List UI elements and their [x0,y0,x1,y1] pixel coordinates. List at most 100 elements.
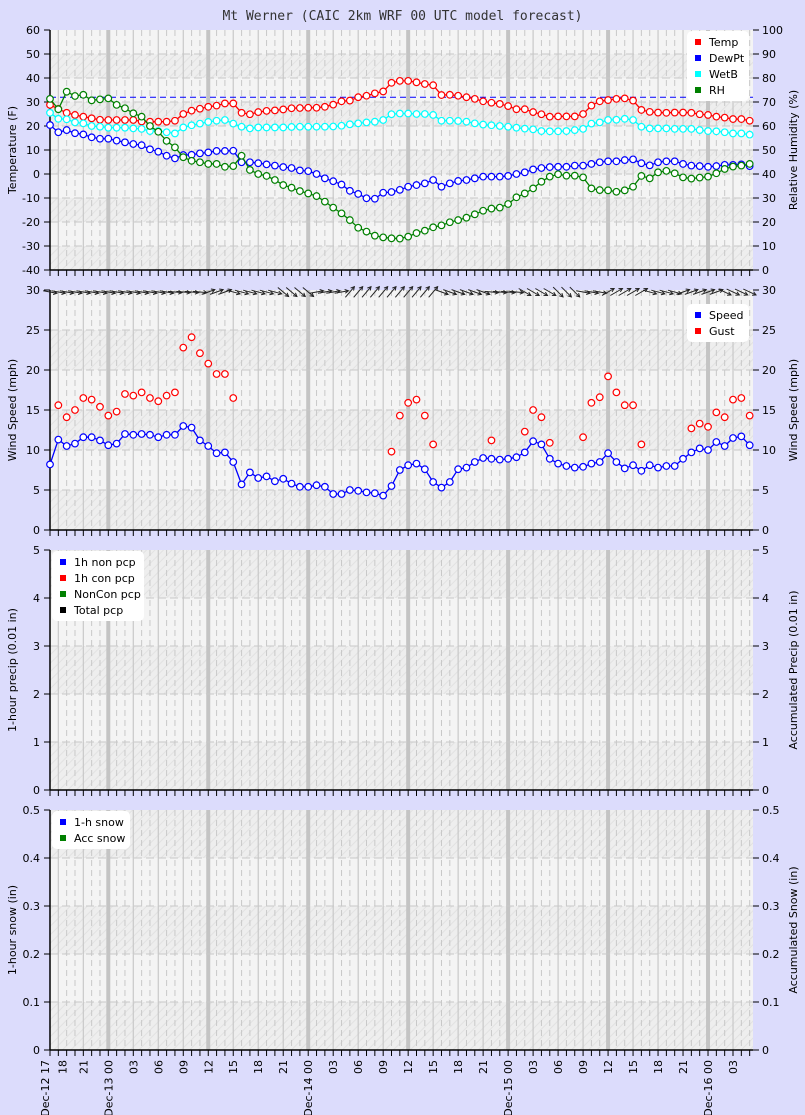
wind-arrow [251,289,266,295]
data-point-dewpt [270,161,279,170]
data-point-dewpt [554,162,562,171]
wind-arrow-head [277,290,283,296]
y-axis-label: 1-hour precip (0.01 in) [6,608,19,732]
wind-arrow-head [559,292,564,298]
grid-band [50,550,753,598]
wind-arrow [68,290,82,294]
data-point-rh [320,197,329,206]
data-point-temp [187,106,196,115]
data-point-dewpt [304,167,313,176]
data-point-wetb [62,115,71,124]
wind-arrow [451,289,465,295]
data-point-speed [670,462,679,470]
wind-arrow [151,290,166,294]
data-point-wetb [287,123,296,131]
data-point-wetb [495,122,504,130]
data-point-speed [246,468,254,477]
data-point-rh [354,223,363,232]
data-point-speed [71,439,79,448]
data-point-temp [737,115,746,123]
data-point-dewpt [279,163,288,171]
wind-arrow [334,290,349,294]
legend-label: 1h con pcp [74,572,135,585]
data-point-temp [745,116,754,125]
y-tick-label-right: 0.5 [762,804,780,817]
legend-swatch [60,835,66,841]
data-point-temp [412,78,421,87]
data-point-dewpt [87,133,96,142]
data-point-speed [470,458,479,466]
data-point-rh [720,165,729,173]
data-point-dewpt [687,161,696,170]
y-tick-label-right: 80 [762,72,776,85]
wind-arrow [676,289,690,295]
data-point-speed [479,454,488,462]
grid-band [50,1002,753,1050]
data-point-wetb [270,123,279,132]
data-point-temp [520,105,529,114]
data-point-dewpt [154,147,163,156]
data-point-speed [587,459,596,468]
panel-1: -40 0 -30 10 -20 20 -10 30 0 40 10 50 20 60 30 70 40 80 50… [6,24,800,277]
y-tick-label-right: 0.3 [762,900,780,913]
data-point-speed [354,486,363,495]
data-point-speed [370,489,379,498]
wind-arrow [692,289,707,295]
data-point-temp [454,91,463,100]
data-point-wetb [171,129,179,138]
data-point-dewpt [229,146,238,155]
data-point-wetb [712,127,721,136]
data-point-rh [679,173,687,182]
data-point-gust [487,436,496,445]
wind-arrow-head [469,291,475,296]
data-point-speed [454,465,463,474]
data-point-temp [587,101,596,110]
data-point-dewpt [137,141,146,150]
data-point-gust [212,370,221,378]
data-point-dewpt [445,179,454,188]
x-tick-label: 15 [627,1060,640,1074]
data-point-dewpt [320,174,329,183]
data-point-rh [545,172,554,181]
y-tick-label: -30 [22,240,40,253]
data-point-wetb [196,119,204,128]
wind-arrow-head [652,290,658,296]
data-point-rh [554,170,562,179]
data-point-dewpt [379,188,388,197]
legend-swatch [60,819,66,825]
data-point-wetb [337,121,346,130]
data-point-rh [562,171,571,180]
data-point-rh [495,203,504,212]
data-point-rh [595,186,604,194]
data-point-dewpt [171,154,179,163]
data-point-temp [562,112,571,121]
data-point-dewpt [579,161,587,170]
data-point-speed [704,446,712,454]
data-point-temp [445,90,454,99]
data-point-speed [729,434,737,442]
data-point-temp [470,94,479,103]
wind-arrow-head [535,291,541,297]
data-point-temp [112,116,121,124]
legend: Speed Gust [687,304,749,342]
data-point-dewpt [104,134,113,143]
data-point-dewpt [295,166,304,175]
y-tick-label: 15 [26,404,40,417]
data-point-gust [629,401,637,410]
data-point-dewpt [570,161,579,170]
data-point-dewpt [479,172,488,181]
y-tick-label: 1 [33,736,40,749]
data-point-wetb [562,127,571,135]
data-point-rh [196,158,204,167]
data-point-speed [620,464,629,473]
data-point-dewpt [437,182,446,191]
x-tick-label: Dec-14 00 [302,1060,315,1115]
data-point-temp [229,99,238,108]
data-point-rh [745,160,754,168]
data-point-dewpt [312,170,321,178]
data-point-rh [179,153,188,162]
wind-arrow-head [526,291,532,297]
y-tick-label: -40 [22,264,40,277]
data-point-gust [171,388,179,397]
data-point-wetb [387,110,396,119]
